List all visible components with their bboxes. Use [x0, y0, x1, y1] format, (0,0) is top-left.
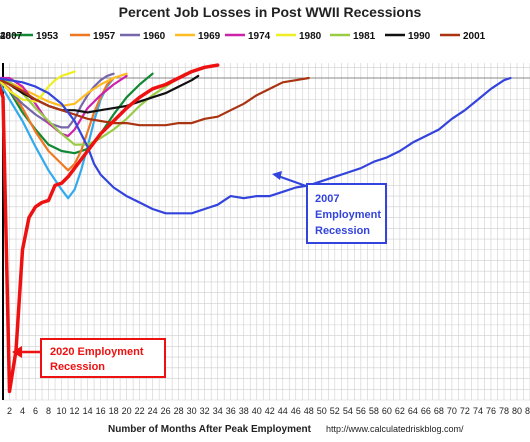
series-line-2007	[0, 76, 512, 215]
series-line-1953	[0, 72, 154, 155]
x-tick-label: 40	[252, 406, 262, 416]
annotation-text-2020: Recession	[50, 361, 105, 373]
annotation-box-2020	[40, 338, 166, 378]
legend-label-1990: 1990	[408, 31, 431, 42]
x-tick-label: 28	[174, 406, 184, 416]
x-tick-label: 68	[434, 406, 444, 416]
x-tick-label: 54	[343, 406, 353, 416]
x-tick-label: 82	[525, 406, 530, 416]
series-line-1980	[0, 70, 76, 103]
x-tick-label: 36	[226, 406, 236, 416]
series-line-1957	[0, 76, 115, 172]
x-tick-label: 18	[109, 406, 119, 416]
x-tick-label: 66	[421, 406, 431, 416]
series-line-48	[0, 76, 115, 200]
x-tick-label: 78	[499, 406, 509, 416]
legend-label-48: 48	[0, 31, 12, 42]
legend: 48 1953 1957 1960 1969 1974 1980 1981 1990 2001 20…	[0, 31, 486, 42]
legend-label-1980: 1980	[299, 31, 322, 42]
x-tick-label: 38	[239, 406, 249, 416]
x-tick-label: 20	[122, 406, 132, 416]
series-line-2020	[0, 63, 220, 394]
x-tick-labels: 2 4 6 8 10 12 14 16 18 20 22 24 26 28 30 32 34 36 38 40 42 44…	[7, 406, 530, 416]
x-tick-label: 62	[395, 406, 405, 416]
x-tick-label: 44	[278, 406, 288, 416]
x-tick-label: 6	[33, 406, 38, 416]
x-tick-label: 52	[330, 406, 340, 416]
x-tick-label: 34	[213, 406, 223, 416]
x-tick-label: 42	[265, 406, 275, 416]
annotation-text-2007: 2007	[315, 193, 339, 205]
x-tick-label: 22	[135, 406, 145, 416]
x-tick-label: 72	[460, 406, 470, 416]
x-tick-label: 48	[304, 406, 314, 416]
annotation-arrow-2007	[277, 175, 307, 187]
x-axis-label: Number of Months After Peak Employment	[108, 424, 312, 435]
annotations: 2007 Employment Recession 2020 Employment Re…	[12, 171, 387, 378]
x-tick-label: 46	[291, 406, 301, 416]
chart-title: Percent Job Losses in Post WWII Recessio…	[119, 4, 422, 20]
x-tick-label: 76	[486, 406, 496, 416]
annotation-box-2007	[306, 183, 387, 244]
x-tick-label: 4	[20, 406, 25, 416]
x-tick-label: 8	[46, 406, 51, 416]
legend-label-1960: 1960	[143, 31, 166, 42]
x-tick-label: 50	[317, 406, 327, 416]
annotation-text-2007: Recession	[315, 225, 370, 237]
legend-label-1969: 1969	[198, 31, 221, 42]
series-line-1969	[0, 72, 128, 107]
annotation-text-2020: 2020 Employment	[50, 346, 144, 358]
series-line-1960	[0, 72, 115, 129]
legend-label-1974: 1974	[248, 31, 271, 42]
legend-label-2007: 2007	[0, 31, 23, 42]
x-tick-label: 30	[187, 406, 197, 416]
legend-label-1953: 1953	[36, 31, 59, 42]
x-tick-label: 24	[148, 406, 158, 416]
x-tick-label: 56	[356, 406, 366, 416]
legend-label-1981: 1981	[353, 31, 376, 42]
x-tick-label: 2	[7, 406, 12, 416]
x-tick-label: 12	[70, 406, 80, 416]
x-tick-label: 26	[161, 406, 171, 416]
legend-label-2001: 2001	[463, 31, 486, 42]
x-tick-label: 80	[512, 406, 522, 416]
x-tick-label: 10	[57, 406, 67, 416]
x-tick-label: 60	[382, 406, 392, 416]
x-tick-label: 64	[408, 406, 418, 416]
series-line-1974	[0, 74, 128, 138]
annotation-arrowhead-2007	[272, 171, 282, 180]
x-tick-label: 32	[200, 406, 210, 416]
legend-label-1957: 1957	[93, 31, 116, 42]
annotation-text-2007: Employment	[315, 209, 381, 221]
credit-url: http://www.calculatedriskblog.com/	[326, 424, 464, 434]
x-tick-label: 16	[96, 406, 106, 416]
x-tick-label: 74	[473, 406, 483, 416]
x-tick-label: 14	[83, 406, 93, 416]
annotation-arrowhead-2020	[12, 346, 22, 358]
series-line-2001	[0, 76, 310, 127]
series-layer	[0, 63, 512, 394]
x-tick-label: 58	[369, 406, 379, 416]
x-tick-label: 70	[447, 406, 457, 416]
